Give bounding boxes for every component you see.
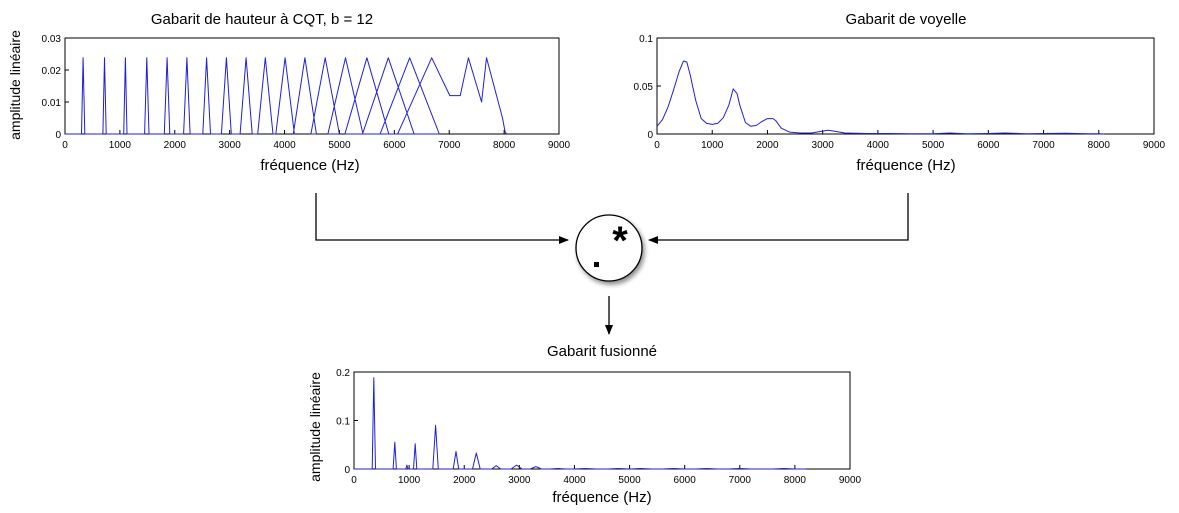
pitch-plot-frame — [64, 37, 560, 135]
fused-chart-xlabel: fréquence (Hz) — [552, 489, 651, 506]
vowel-template-chart: Gabarit de voyelle fréquence (Hz) 0 1000 2… — [634, 11, 1166, 174]
fused-xtick-label: 2000 — [453, 475, 476, 486]
vowel-chart-title: Gabarit de voyelle — [846, 11, 967, 28]
operator-star: * — [612, 219, 628, 263]
pitch-xtick-label: 5000 — [328, 140, 351, 151]
fused-xtick-label: 8000 — [784, 475, 807, 486]
vowel-series-line — [656, 60, 1105, 135]
vowel-ytick-label: 0 — [647, 130, 653, 141]
fused-ytick-label: 0.2 — [336, 368, 350, 379]
operator-dot — [594, 262, 599, 267]
flow-connectors — [315, 193, 909, 335]
pitch-ytick-label: 0.03 — [42, 34, 62, 45]
vowel-xtick-label: 1000 — [701, 140, 724, 151]
fused-chart-title: Gabarit fusionné — [547, 343, 657, 360]
vowel-xtick-label: 6000 — [977, 140, 1000, 151]
operator-circle — [575, 214, 643, 282]
fused-ytick-label: 0 — [344, 465, 350, 476]
vowel-plot-frame — [656, 37, 1155, 135]
fused-xtick-label: 1000 — [398, 475, 421, 486]
pitch-xtick-label: 1000 — [109, 140, 132, 151]
pitch-series-line — [65, 57, 508, 135]
pitch-ytick-label: 0 — [55, 130, 61, 141]
pitch-chart-xlabel: fréquence (Hz) — [260, 157, 359, 174]
fused-ytick-label: 0.1 — [336, 417, 350, 428]
elementwise-product-operator: * — [575, 214, 643, 282]
vowel-xtick-label: 5000 — [922, 140, 945, 151]
pitch-xtick-label: 6000 — [383, 140, 406, 151]
fused-xtick-label: 0 — [351, 475, 357, 486]
pitch-xtick-label: 9000 — [548, 140, 571, 151]
pitch-xtick-label: 8000 — [493, 140, 516, 151]
pitch-chart-title: Gabarit de hauteur à CQT, b = 12 — [151, 11, 373, 28]
pitch-xtick-label: 2000 — [164, 140, 187, 151]
fused-xtick-label: 3000 — [508, 475, 531, 486]
vowel-xtick-label: 3000 — [812, 140, 835, 151]
fused-xtick-label: 7000 — [729, 475, 752, 486]
arrow-from-vowel — [648, 193, 909, 244]
fused-xtick-label: 9000 — [839, 475, 862, 486]
fused-xtick-label: 4000 — [563, 475, 586, 486]
pitch-xtick-label: 7000 — [438, 140, 461, 151]
fused-xtick-label: 6000 — [674, 475, 697, 486]
fused-chart-ylabel: amplitude linéaire — [307, 372, 323, 482]
pitch-template-chart: Gabarit de hauteur à CQT, b = 12 amplitu… — [7, 11, 571, 174]
vowel-xtick-label: 9000 — [1143, 140, 1166, 151]
arrow-from-pitch — [315, 193, 569, 244]
vowel-xtick-label: 7000 — [1032, 140, 1055, 151]
pitch-chart-ylabel: amplitude linéaire — [7, 30, 23, 140]
fused-xtick-label: 5000 — [618, 475, 641, 486]
pitch-ytick-label: 0.02 — [42, 66, 62, 77]
pitch-xtick-label: 4000 — [273, 140, 296, 151]
pitch-xtick-label: 0 — [62, 140, 68, 151]
vowel-ytick-label: 0.1 — [639, 34, 653, 45]
vowel-chart-xlabel: fréquence (Hz) — [856, 157, 955, 174]
fused-template-chart: Gabarit fusionné amplitude linéaire fréq… — [307, 343, 862, 506]
vowel-xtick-label: 2000 — [756, 140, 779, 151]
fused-plot-frame — [353, 371, 851, 470]
vowel-xtick-label: 4000 — [867, 140, 890, 151]
vowel-xtick-label: 0 — [654, 140, 660, 151]
pitch-ytick-label: 0.01 — [42, 98, 62, 109]
fused-series-line — [354, 377, 806, 470]
vowel-xtick-label: 8000 — [1088, 140, 1111, 151]
vowel-ytick-label: 0.05 — [634, 82, 654, 93]
pitch-xtick-label: 3000 — [219, 140, 242, 151]
